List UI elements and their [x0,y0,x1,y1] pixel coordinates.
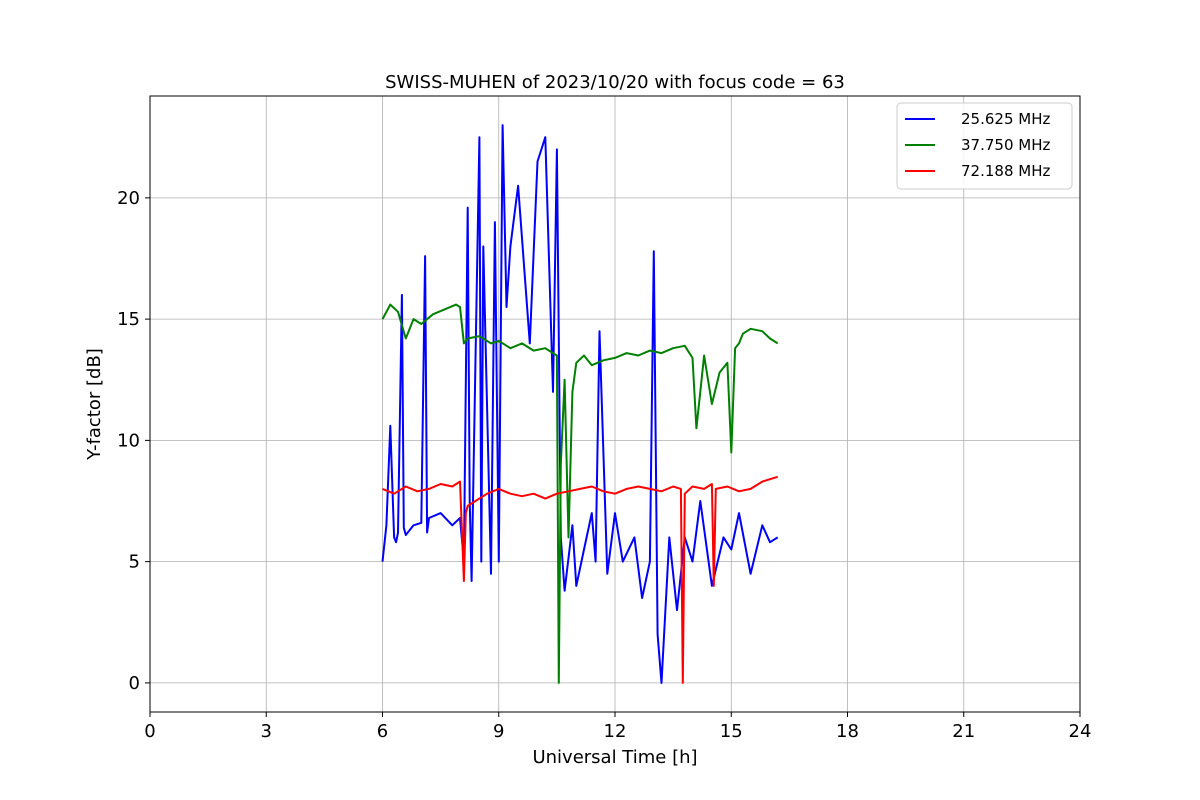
series-line-2 [381,303,779,684]
x-tick-label: 3 [261,721,272,742]
legend: 25.625 MHz 37.750 MHz 72.188 MHz [896,102,1073,190]
y-tick-label: 10 [117,430,140,451]
x-tick-label: 21 [952,721,975,742]
series-line-3 [382,475,778,684]
legend-box [896,102,1073,190]
series-layer [381,124,779,684]
x-tick-label: 18 [836,721,859,742]
chart-title: SWISS-MUHEN of 2023/10/20 with focus cod… [385,72,845,93]
x-tick-label: 15 [720,721,743,742]
y-tick-label: 15 [117,309,140,330]
x-tick-label: 12 [604,721,627,742]
x-tick-label: 9 [493,721,504,742]
y-tick-label: 20 [117,188,140,209]
series-line-1 [381,124,779,684]
x-tick-label: 24 [1069,721,1092,742]
y-tick-label: 5 [129,552,140,573]
y-tick-label: 0 [129,673,140,694]
legend-label: 37.750 MHz [961,136,1050,154]
x-axis-label: Universal Time [h] [532,747,697,768]
ticks: 0 3 6 9 12 15 18 21 24 0 5 10 15 20 [117,188,1091,742]
y-axis-label: Y-factor [dB] [84,348,105,461]
legend-label: 72.188 MHz [961,162,1050,180]
x-tick-label: 0 [144,721,155,742]
legend-label: 25.625 MHz [961,110,1050,128]
x-tick-label: 6 [377,721,388,742]
